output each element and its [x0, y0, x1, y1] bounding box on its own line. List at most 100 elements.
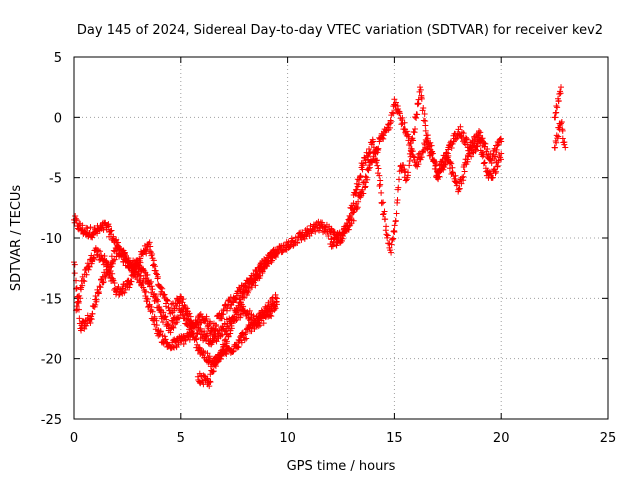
data-point: [421, 110, 428, 117]
data-point: [350, 200, 357, 207]
data-point: [98, 252, 105, 259]
data-point: [391, 222, 398, 229]
data-point: [214, 358, 221, 365]
data-point: [204, 330, 211, 337]
data-point: [559, 127, 566, 134]
data-point: [118, 252, 125, 259]
data-point: [431, 159, 438, 166]
data-point: [92, 301, 99, 308]
data-point: [418, 92, 425, 99]
data-point: [373, 159, 380, 166]
data-point: [81, 278, 88, 285]
data-point: [75, 293, 82, 300]
data-point: [406, 150, 413, 157]
data-point: [267, 312, 274, 319]
data-point: [372, 150, 379, 157]
data-point: [269, 295, 276, 302]
data-point: [140, 284, 147, 291]
data-point: [353, 186, 360, 193]
data-point: [394, 197, 401, 204]
data-point: [414, 111, 421, 118]
data-point: [88, 316, 95, 323]
data-point: [376, 182, 383, 189]
data-point: [448, 145, 455, 152]
data-point: [474, 143, 481, 150]
data-point: [370, 138, 377, 145]
data-point: [193, 336, 200, 343]
data-point: [455, 186, 462, 193]
data-point: [384, 232, 391, 239]
data-point: [108, 227, 115, 234]
data-point: [220, 343, 227, 350]
data-point: [241, 336, 248, 343]
data-point: [432, 162, 439, 169]
data-point: [248, 275, 255, 282]
data-point: [449, 169, 456, 176]
y-tick-label: 5: [54, 51, 62, 66]
data-point: [197, 319, 204, 326]
data-point: [94, 289, 101, 296]
data-point: [377, 181, 384, 188]
data-point: [235, 343, 242, 350]
data-point: [272, 305, 279, 312]
data-point: [468, 153, 475, 160]
data-point: [558, 84, 565, 91]
data-point: [387, 247, 394, 254]
data-point: [554, 104, 561, 111]
data-point: [154, 273, 161, 280]
data-point: [492, 170, 499, 177]
data-point: [493, 146, 500, 153]
data-point: [135, 269, 142, 276]
data-point: [362, 179, 369, 186]
data-point: [388, 249, 395, 256]
data-point: [418, 154, 425, 161]
data-point: [150, 257, 157, 264]
data-point: [157, 328, 164, 335]
data-point: [129, 260, 136, 267]
data-point: [412, 125, 419, 132]
data-point: [127, 281, 134, 288]
data-point: [126, 258, 133, 265]
data-point: [555, 133, 562, 140]
data-point: [333, 242, 340, 249]
data-point: [460, 173, 467, 180]
data-point: [149, 286, 156, 293]
data-point: [212, 360, 219, 367]
data-point: [378, 200, 385, 207]
data-point: [357, 173, 364, 180]
data-point: [562, 144, 569, 151]
data-point: [424, 132, 431, 139]
data-point: [429, 150, 436, 157]
data-point: [352, 190, 359, 197]
data-point: [92, 293, 99, 300]
data-point: [213, 323, 220, 330]
x-axis-label: GPS time / hours: [287, 459, 396, 474]
data-point: [366, 145, 373, 152]
data-point: [399, 114, 406, 121]
data-point: [207, 379, 214, 386]
data-point: [73, 217, 80, 224]
x-tick-label: 20: [493, 431, 510, 446]
data-point: [137, 259, 144, 266]
data-point: [203, 333, 210, 340]
data-point: [180, 340, 187, 347]
data-point: [556, 90, 563, 97]
x-tick-label: 5: [177, 431, 185, 446]
data-point: [204, 350, 211, 357]
data-point: [105, 223, 112, 230]
data-point: [453, 135, 460, 142]
plot-frame: [73, 56, 609, 420]
data-point: [489, 174, 496, 181]
data-point: [375, 165, 382, 172]
data-point: [75, 300, 82, 307]
data-point: [222, 328, 229, 335]
data-point: [431, 165, 438, 172]
data-point: [385, 240, 392, 247]
y-axis-label: SDTVAR / TECUs: [9, 185, 24, 292]
data-point: [157, 331, 164, 338]
y-tick-labels: -25 -20 -15 -10 -5 0 5: [41, 51, 62, 428]
data-point: [561, 139, 568, 146]
data-point: [180, 296, 187, 303]
data-point: [132, 263, 139, 270]
